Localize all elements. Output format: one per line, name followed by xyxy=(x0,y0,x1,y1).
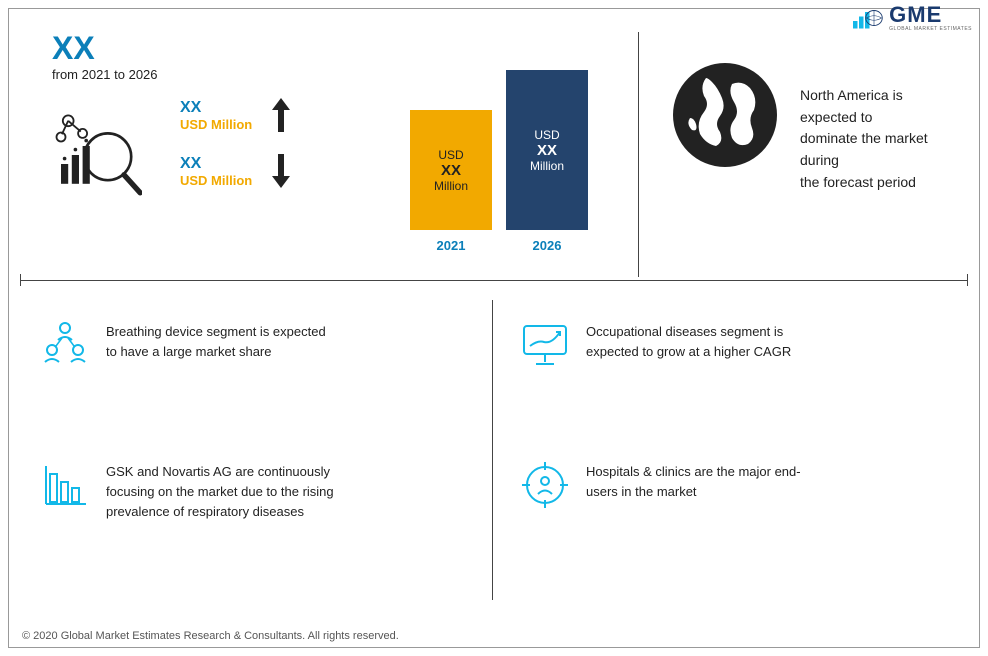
quad-br-line1: Hospitals & clinics are the major end- xyxy=(586,462,801,482)
quad-tr-line2: expected to grow at a higher CAGR xyxy=(586,342,791,362)
shift-down-row: XX USD Million xyxy=(180,154,290,188)
bar-2026-unit: Million xyxy=(530,159,564,173)
bar-2021-usd: USD xyxy=(438,148,463,162)
revenue-stat: XX from 2021 to 2026 xyxy=(52,30,158,82)
bar-2026-rect: USD XX Million xyxy=(506,70,588,230)
quad-tl-line1: Breathing device segment is expected xyxy=(106,322,326,342)
quad-top-right: Occupational diseases segment is expecte… xyxy=(520,320,791,370)
top-section: XX from 2021 to 2026 XX USD Million xyxy=(30,20,958,280)
bar-2026-value: XX xyxy=(537,142,557,159)
shift-up-value: XX xyxy=(180,99,252,117)
people-icon xyxy=(40,320,90,370)
bar-2021-unit: Million xyxy=(434,179,468,193)
arrow-up-icon xyxy=(272,98,290,132)
horizontal-bracket-line xyxy=(20,280,968,281)
copyright-text: © 2020 Global Market Estimates Research … xyxy=(22,630,399,642)
bar-2021: USD XX Million 2021 xyxy=(410,110,492,253)
shift-up-unit: USD Million xyxy=(180,117,252,132)
revenue-period: from 2021 to 2026 xyxy=(52,67,158,82)
analytics-icon xyxy=(52,110,142,200)
bar-2021-value: XX xyxy=(441,162,461,179)
globe-icon xyxy=(670,60,780,170)
geo-line2: dominate the market during xyxy=(800,128,958,171)
quad-tl-line2: to have a large market share xyxy=(106,342,326,362)
quad-bottom-right: Hospitals & clinics are the major end- u… xyxy=(520,460,801,510)
quad-top-left: Breathing device segment is expected to … xyxy=(40,320,326,370)
quad-tr-line1: Occupational diseases segment is xyxy=(586,322,791,342)
target-user-icon xyxy=(520,460,570,510)
monitor-growth-icon xyxy=(520,320,570,370)
top-vertical-divider xyxy=(638,32,639,277)
revenue-shift: XX USD Million XX USD Million xyxy=(180,98,290,210)
geo-line3: the forecast period xyxy=(800,172,958,194)
shift-down-unit: USD Million xyxy=(180,173,252,188)
bar-2021-rect: USD XX Million xyxy=(410,110,492,230)
geo-line1: North America is expected to xyxy=(800,85,958,128)
quad-br-line2: users in the market xyxy=(586,482,801,502)
shift-up-row: XX USD Million xyxy=(180,98,290,132)
arrow-down-icon xyxy=(272,154,290,188)
bar-2021-year: 2021 xyxy=(437,238,466,253)
bar-chart-icon xyxy=(40,460,90,510)
geo-text: North America is expected to dominate th… xyxy=(800,85,958,193)
shift-down-value: XX xyxy=(180,155,252,173)
bottom-vertical-divider xyxy=(492,300,493,600)
quad-bl-line2: focusing on the market due to the rising xyxy=(106,482,334,502)
quad-bl-line3: prevalence of respiratory diseases xyxy=(106,502,334,522)
bar-chart: USD XX Million 2021 USD XX Million 2026 xyxy=(410,70,588,253)
bar-2026: USD XX Million 2026 xyxy=(506,70,588,253)
revenue-value: XX xyxy=(52,30,158,67)
bar-2026-year: 2026 xyxy=(533,238,562,253)
horizontal-bracket xyxy=(20,280,968,296)
quad-bottom-left: GSK and Novartis AG are continuously foc… xyxy=(40,460,334,522)
quad-bl-line1: GSK and Novartis AG are continuously xyxy=(106,462,334,482)
bar-2026-usd: USD xyxy=(534,128,559,142)
